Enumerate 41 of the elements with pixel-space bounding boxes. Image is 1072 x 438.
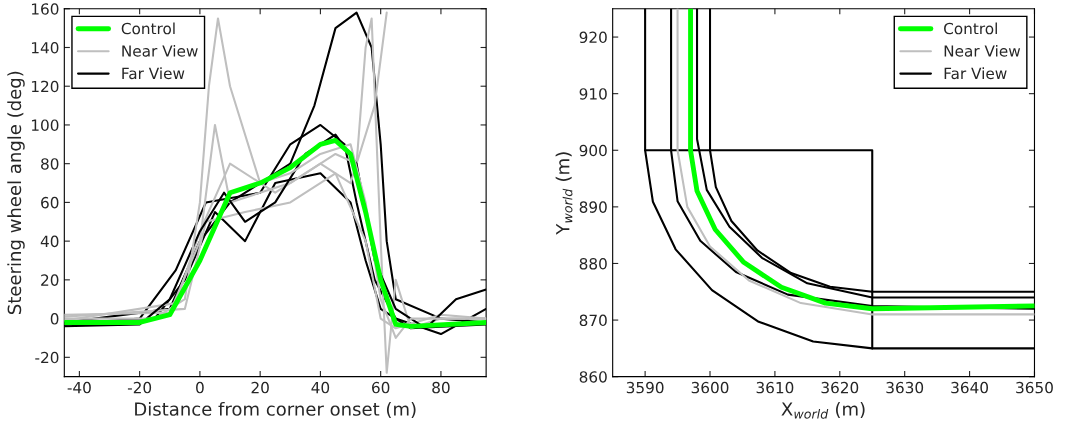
y-tick-label: 20 [41,274,59,286]
y-tick-label: 900 [579,144,607,157]
x-tick-label: -40 [67,381,91,394]
legend-label: Near View [122,44,198,57]
x-tick-label: -20 [127,381,152,394]
legend-label: Control [121,22,175,35]
y-tick-label: 80 [41,158,59,170]
x-tick-label: 3610 [756,381,794,394]
x-tick-label: 3600 [691,381,729,394]
x-tick-label: 20 [251,381,269,394]
x-tick-label: 3630 [886,381,924,394]
y-tick-label: 870 [579,314,607,327]
x-tick-label: 80 [432,381,450,394]
y-tick-label: 860 [579,371,607,383]
x-tick-label: 60 [372,381,390,394]
y-tick-label: -20 [35,351,59,364]
x-tick-label: 3650 [1016,381,1053,394]
legend-label: Far View [944,67,1007,80]
x-tick-label: 40 [311,381,330,394]
y-tick-label: 880 [579,257,607,270]
y-tick-label: 0 [50,313,59,325]
legend-label: Far View [122,67,185,80]
y-tick-label: 120 [31,80,59,93]
legend-label: Near View [944,44,1021,57]
y-axis-title: Steering wheel angle (deg) [7,71,25,315]
y-axis-title: Y$_{world}$ (m) [555,152,573,235]
x-axis-title: X$_{world}$ (m) [781,401,865,419]
y-tick-label: 60 [41,196,59,209]
y-tick-label: 100 [31,119,59,131]
x-tick-label: 3590 [626,381,664,394]
y-tick-label: 890 [579,201,607,213]
y-tick-label: 40 [40,235,59,248]
y-tick-label: 160 [31,3,59,15]
y-tick-label: 140 [31,41,59,54]
x-tick-label: 3620 [821,381,859,394]
x-axis-title: Distance from corner onset (m) [135,401,416,418]
y-tick-label: 920 [579,31,607,44]
y-tick-label: 910 [579,88,607,100]
x-tick-label: 0 [196,381,204,394]
legend-label: Control [944,22,997,35]
x-tick-label: 3640 [951,381,989,394]
